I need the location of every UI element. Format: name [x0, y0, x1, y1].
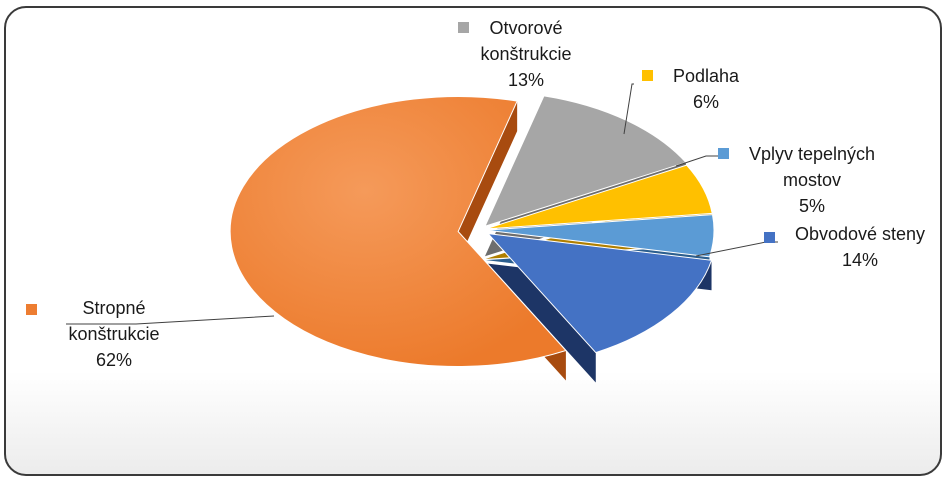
data-label-podlaha: Podlaha 6% [642, 66, 740, 112]
data-label-percent-stropne: 62% [96, 350, 132, 370]
data-label-percent-otvorove: 13% [508, 70, 544, 90]
data-label-text-stropne: konštrukcie [68, 324, 159, 344]
chart-frame: Otvorové konštrukcie 13% Podlaha 6% Vplyv tep… [4, 6, 942, 476]
leader-line-stropne [66, 315, 275, 325]
pie-slice-obvodove[interactable] [486, 232, 713, 354]
leader-line-podlaha [623, 83, 634, 135]
data-label-vplyv: Vplyv tepelných mostov 5% [718, 144, 875, 216]
data-label-percent-obvodove: 14% [842, 250, 878, 270]
data-label-otvorove: Otvorové konštrukcie 13% [458, 18, 572, 90]
data-label-obvodove: Obvodové steny 14% [764, 224, 925, 270]
leader-line-vplyv [675, 155, 718, 167]
data-label-text-stropne: Stropné [82, 298, 145, 318]
legend-marker-vplyv [718, 148, 729, 159]
data-label-percent-vplyv: 5% [799, 196, 825, 216]
data-label-stropne: Stropné konštrukcie 62% [26, 298, 160, 370]
data-label-text-otvorove: konštrukcie [480, 44, 571, 64]
data-label-text-otvorove: Otvorové [489, 18, 562, 38]
legend-marker-stropne [26, 304, 37, 315]
legend-marker-obvodove [764, 232, 775, 243]
legend-marker-podlaha [642, 70, 653, 81]
data-label-percent-podlaha: 6% [693, 92, 719, 112]
pie-slice-vplyv[interactable] [485, 214, 715, 258]
pie-slice-podlaha[interactable] [485, 164, 713, 230]
legend-marker-otvorove [458, 22, 469, 33]
data-label-text-vplyv: mostov [783, 170, 841, 190]
data-label-text-obvodove: Obvodové steny [795, 224, 925, 244]
data-label-text-podlaha: Podlaha [673, 66, 740, 86]
pie-chart: Otvorové konštrukcie 13% Podlaha 6% Vplyv tep… [26, 18, 925, 397]
pie-slice-stropne[interactable] [229, 96, 567, 368]
data-label-text-vplyv: Vplyv tepelných [749, 144, 875, 164]
